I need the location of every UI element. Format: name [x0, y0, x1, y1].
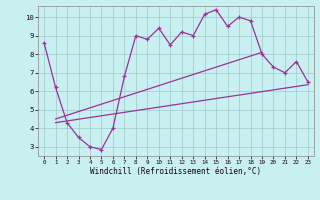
X-axis label: Windchill (Refroidissement éolien,°C): Windchill (Refroidissement éolien,°C): [91, 167, 261, 176]
